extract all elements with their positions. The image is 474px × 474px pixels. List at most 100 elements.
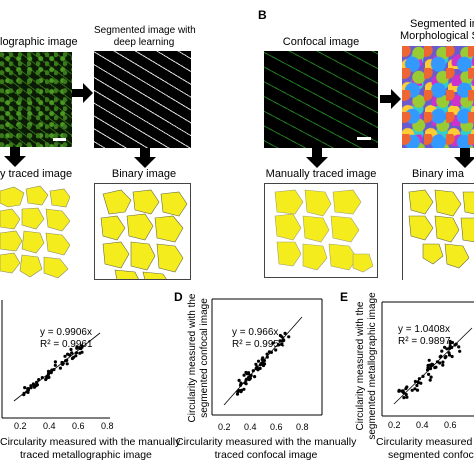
ylabel-e: Circularity measured with the segmented … [344,292,378,440]
panel-a-binary-label: Binary image [111,168,177,180]
scatter-point [280,335,284,339]
arrow-down-icon [4,147,26,167]
scatter-point [404,392,408,397]
scale-bar [357,137,371,140]
equation-d: y = 0.966x [232,327,279,338]
scatter-plot-e [381,301,474,417]
scatter-point [454,342,458,346]
scatter-point [427,358,431,362]
scatter-point [283,331,287,335]
tick-d-1: 0.2 [218,422,231,432]
panel-b-binary-label: Binary ima [412,168,464,180]
scatter-point [405,385,409,389]
scatter-point [260,357,264,362]
scatter-point [429,363,433,368]
scatter-point [439,354,443,358]
scatter-point [265,355,269,359]
tick-c-3: 0.6 [72,421,85,431]
trend-line [13,332,101,402]
scatter-point [237,389,241,393]
traced-confocal-cells [274,189,374,273]
scatter-point [237,378,241,382]
arrow-right-icon [72,83,93,103]
panel-a-metallographic-label: lographic image [0,36,78,48]
arrow-down-icon [306,148,328,168]
traced-cells-drawing [0,185,70,278]
xlabel-d-1: Circularity measured with the manually [176,436,357,448]
metallographic-image [0,52,72,147]
scatter-point [438,361,442,365]
scatter-point [65,362,69,366]
scatter-point [416,381,420,385]
scatter-point [447,353,452,357]
scatter-point [69,347,73,352]
scatter-point [450,354,454,359]
scatter-point [415,388,420,392]
panel-a-segmented-label-1: Segmented image with [94,25,196,36]
scatter-point [457,345,461,349]
scatter-point [427,372,431,376]
scatter-point [421,374,425,378]
panel-letter-b: B [258,8,267,22]
scatter-point [450,340,454,345]
tick-d-4: 0.8 [296,422,309,432]
panel-a-segmented-label-2: deep learning [113,37,175,48]
equation-e: y = 1.0408x [398,324,450,335]
panel-letter-e: E [340,290,349,304]
scatter-point [413,387,417,391]
panel-b-segmented-label-2: Morphological Seg [400,30,474,42]
scatter-point [255,365,259,369]
scatter-point [428,378,432,382]
scatter-point [445,347,449,351]
xlabel-c-1: Circularity measured with the manually [0,436,181,448]
tick-d-2: 0.4 [244,422,257,432]
scatter-point [254,362,258,366]
r2-d: R² = 0.9954 [232,339,285,350]
segmented-deep-learning-image [94,51,191,148]
tick-e-2: 0.4 [416,420,429,430]
panel-b-confocal-label: Confocal image [282,36,360,48]
panel-letter-d: D [174,290,183,304]
scatter-point [443,356,447,360]
scatter-point [410,388,414,392]
scatter-points [235,331,291,396]
scatter-point [242,387,246,391]
scatter-point [74,354,78,358]
scatter-point [419,381,423,385]
scatter-point [68,353,72,357]
binary-metallographic-image [94,183,191,280]
scatter-plot-d [211,298,323,416]
equation-c: y = 0.9906x [40,327,92,338]
panel-b-segmented-label-1: Segmented ima [410,18,474,30]
ylabel-e-2: segmented metallographic image [367,292,378,440]
scatter-point [443,345,447,349]
tick-d-3: 0.6 [270,422,283,432]
scatter-point [429,375,433,379]
trend-line [223,316,303,406]
scatter-point [397,388,401,392]
scatter-point [242,373,246,377]
scale-bar [53,138,66,141]
scatter-point [402,396,406,400]
arrow-right-icon [380,89,401,109]
scatter-point [434,365,438,369]
scatter-point [253,375,257,379]
scatter-plot-c [1,300,110,419]
scatter-point [235,392,240,396]
scatter-point [280,342,284,346]
xlabel-c-2: traced metallographic image [20,449,152,461]
r2-e: R² = 0.9897 [398,336,451,347]
tick-e-1: 0.2 [388,420,401,430]
scatter-point [274,348,278,352]
scatter-point [75,345,79,349]
panel-b-traced-label: Manually traced image [265,168,377,180]
xlabel-d-2: traced confocal image [214,449,318,461]
ylabel-d: Circularity measured with the segmented … [176,294,210,430]
binary-confocal-image [402,183,474,280]
scatter-point [244,370,248,375]
scatter-point [256,359,261,363]
xlabel-e-1: Circularity measured [376,436,473,448]
manually-traced-confocal-image [264,183,378,278]
tick-c-4: 0.8 [101,421,114,431]
scatter-point [246,376,251,380]
